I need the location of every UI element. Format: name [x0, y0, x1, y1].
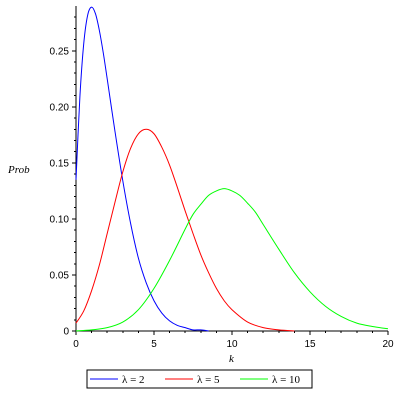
- y-tick-label: 0.05: [50, 270, 70, 281]
- legend-box: [86, 369, 313, 389]
- x-tick-label: 5: [151, 339, 157, 350]
- series-line-3: [75, 188, 389, 332]
- chart-legend: λ = 2 λ = 5 λ = 10: [86, 369, 313, 389]
- legend-label-2: λ = 5: [197, 374, 220, 386]
- y-tick-label: 0.20: [50, 102, 70, 113]
- y-tick-label: 0: [63, 327, 69, 338]
- x-axis-title: k: [229, 353, 235, 365]
- legend-label-1: λ = 2: [122, 374, 145, 386]
- y-tick-label: 0.15: [50, 158, 70, 169]
- chart-axes: [75, 6, 388, 332]
- series-line-2: [75, 128, 295, 332]
- y-axis-title: Prob: [7, 164, 30, 176]
- axis-ticks: 0 5 10 15 20 0 0.05 0.10 0.15 0.20 0.25: [50, 16, 394, 350]
- x-tick-label: 0: [73, 339, 79, 350]
- series-curves: [75, 6, 389, 332]
- x-tick-label: 20: [382, 339, 394, 350]
- series-line-1: [75, 6, 209, 332]
- x-tick-label: 10: [226, 339, 238, 350]
- y-tick-label: 0.10: [50, 214, 70, 225]
- x-tick-label: 15: [304, 339, 316, 350]
- legend-label-3: λ = 10: [272, 374, 301, 386]
- y-tick-label: 0.25: [50, 46, 70, 57]
